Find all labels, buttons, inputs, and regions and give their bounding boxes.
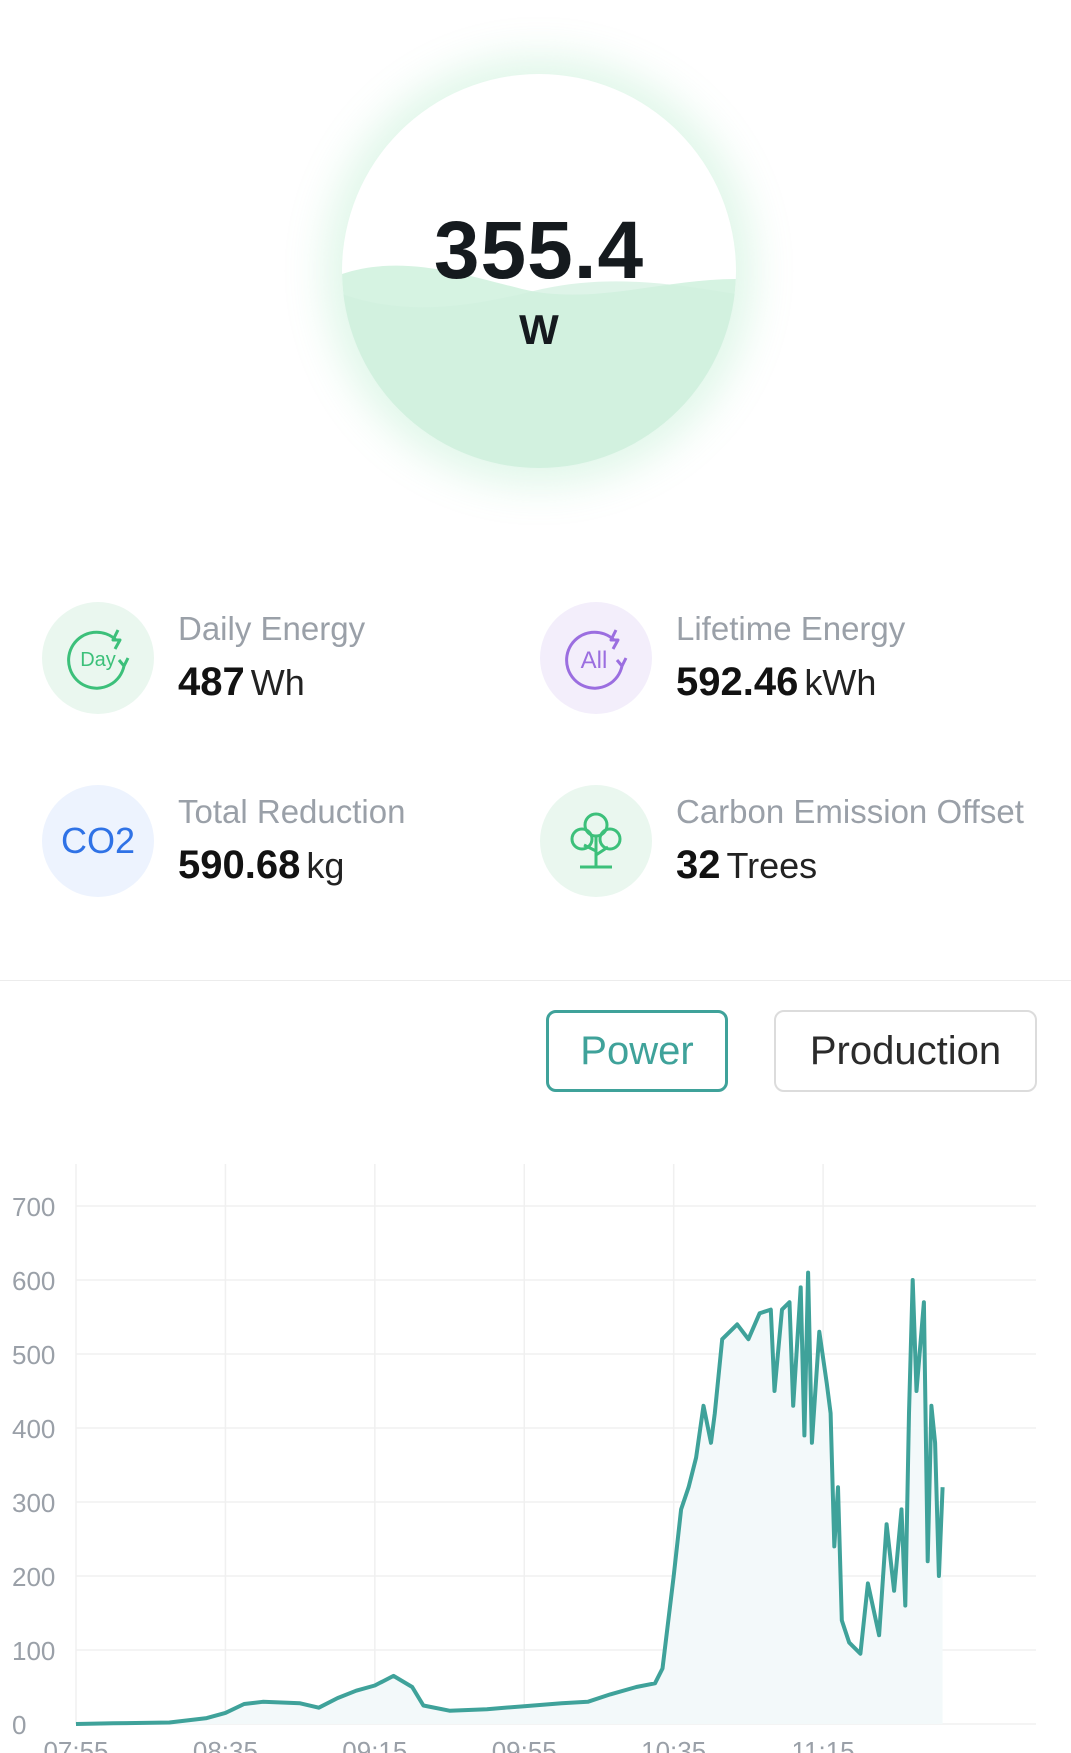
co2-icon-text: CO2 bbox=[61, 820, 135, 861]
all-icon-text: All bbox=[581, 647, 608, 674]
y-tick-label: 100 bbox=[12, 1636, 55, 1666]
power-chart[interactable]: 0 100 200 300 400 500 600 700 07:55 08:35 09:15 09:… bbox=[0, 1150, 1071, 1753]
x-tick-label: 10:35 bbox=[641, 1736, 706, 1753]
co2-icon: CO2 bbox=[42, 785, 154, 897]
stat-total-reduction: CO2 Total Reduction 590.68 kg bbox=[42, 785, 512, 905]
x-tick-label: 09:15 bbox=[342, 1736, 407, 1753]
y-tick-label: 500 bbox=[12, 1340, 55, 1370]
tab-production[interactable]: Production bbox=[774, 1010, 1037, 1092]
stat-daily-energy: Day Daily Energy 487 Wh bbox=[42, 602, 512, 722]
series-line bbox=[75, 1270, 945, 1726]
tree-icon bbox=[540, 785, 652, 897]
series-area bbox=[76, 1272, 943, 1724]
y-tick-label: 400 bbox=[12, 1414, 55, 1444]
total-reduction-label: Total Reduction bbox=[178, 793, 406, 830]
total-reduction-value: 590.68 kg bbox=[178, 843, 345, 887]
y-tick-label: 300 bbox=[12, 1488, 55, 1518]
current-power-unit: W bbox=[519, 306, 559, 353]
tab-power[interactable]: Power bbox=[546, 1010, 728, 1092]
power-gauge: 355.4 W bbox=[342, 74, 736, 468]
x-tick-label: 11:15 bbox=[792, 1736, 855, 1753]
x-tick-label: 07:55 bbox=[43, 1736, 108, 1753]
y-tick-label: 700 bbox=[12, 1192, 55, 1222]
gauge-circle: 355.4 W bbox=[342, 74, 736, 468]
x-tick-label: 09:55 bbox=[492, 1736, 557, 1753]
carbon-offset-label: Carbon Emission Offset bbox=[676, 793, 1024, 830]
day-energy-icon: Day bbox=[42, 602, 154, 714]
y-tick-label: 600 bbox=[12, 1266, 55, 1296]
daily-energy-label: Daily Energy bbox=[178, 610, 366, 647]
x-tick-label: 08:35 bbox=[193, 1736, 258, 1753]
carbon-offset-value: 32 Trees bbox=[676, 843, 818, 887]
stat-carbon-offset: Carbon Emission Offset 32 Trees bbox=[540, 785, 1070, 905]
stat-lifetime-energy: All Lifetime Energy 592.46 kWh bbox=[540, 602, 1010, 722]
y-tick-label: 0 bbox=[12, 1710, 26, 1740]
y-tick-label: 200 bbox=[12, 1562, 55, 1592]
lifetime-energy-icon: All bbox=[540, 602, 652, 714]
daily-energy-value: 487 Wh bbox=[178, 660, 305, 704]
current-power-value: 355.4 bbox=[433, 205, 645, 296]
lifetime-energy-label: Lifetime Energy bbox=[676, 610, 906, 647]
lifetime-energy-value: 592.46 kWh bbox=[676, 660, 877, 704]
gauge-wave bbox=[342, 265, 736, 468]
day-icon-text: Day bbox=[80, 649, 116, 671]
section-divider bbox=[0, 980, 1071, 981]
